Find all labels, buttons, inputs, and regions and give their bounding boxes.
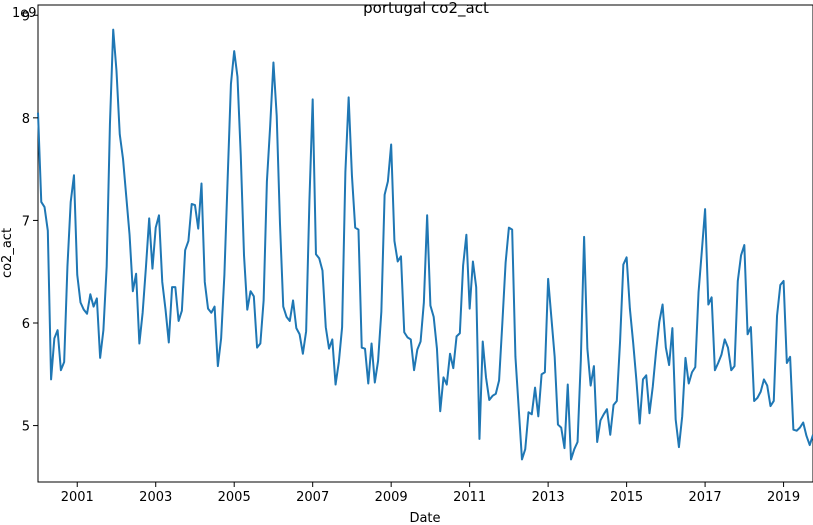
x-tick-label: 2015 bbox=[610, 490, 643, 505]
y-axis: 5 6 7 8 9 bbox=[22, 9, 38, 435]
y-tick-label: 7 bbox=[22, 214, 30, 229]
y-tick-label: 6 bbox=[22, 317, 30, 332]
plot-area bbox=[37, 4, 813, 483]
y-tick-label: 8 bbox=[22, 112, 30, 127]
y-offset-label: 1e9 bbox=[12, 6, 37, 21]
x-tick-label: 2009 bbox=[375, 490, 408, 505]
x-tick-label: 2001 bbox=[61, 490, 94, 505]
x-tick-label: 2007 bbox=[296, 490, 329, 505]
x-tick-label: 2013 bbox=[532, 490, 565, 505]
x-tick-label: 2019 bbox=[767, 490, 800, 505]
x-tick-label: 2017 bbox=[689, 490, 722, 505]
x-tick-label: 2011 bbox=[453, 490, 486, 505]
series-line-0 bbox=[37, 28, 813, 461]
plot-frame bbox=[37, 4, 813, 483]
y-tick-label: 5 bbox=[22, 420, 30, 435]
chart-title: portugal co2_act bbox=[363, 0, 489, 18]
y-tick-label: 9 bbox=[22, 9, 30, 24]
x-tick-label: 2005 bbox=[218, 490, 251, 505]
x-axis: 2001 2003 2005 2007 2009 2011 2013 2015 2017 2019 bbox=[61, 482, 800, 505]
x-tick-label: 2003 bbox=[139, 490, 172, 505]
y-axis-title: co2_act bbox=[0, 228, 15, 278]
x-axis-title: Date bbox=[409, 511, 440, 525]
